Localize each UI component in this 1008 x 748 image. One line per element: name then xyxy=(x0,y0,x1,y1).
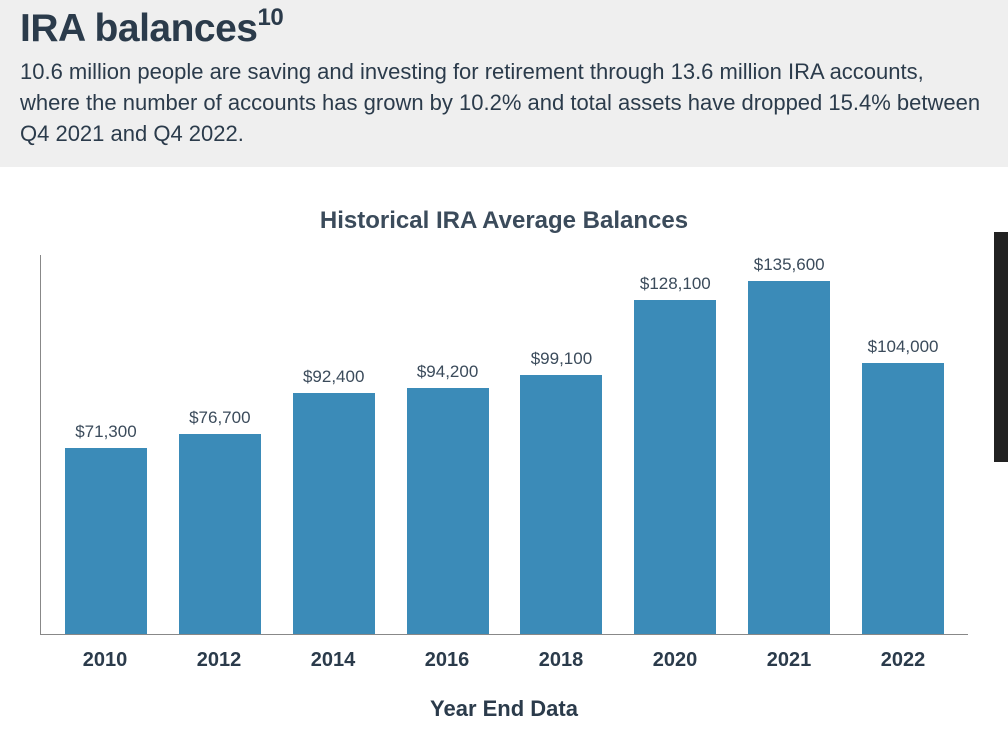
x-tick-label: 2021 xyxy=(732,649,846,672)
bar-slot: $94,200 xyxy=(391,255,505,634)
bar-value-label: $128,100 xyxy=(640,274,711,294)
bar-value-label: $76,700 xyxy=(189,408,250,428)
bar-slot: $135,600 xyxy=(732,255,846,634)
bar-slot: $92,400 xyxy=(277,255,391,634)
chart-title: Historical IRA Average Balances xyxy=(30,207,978,235)
bar-value-label: $94,200 xyxy=(417,362,478,382)
chart-region: Historical IRA Average Balances $71,300$… xyxy=(0,167,1008,722)
side-stub-decoration xyxy=(994,232,1008,462)
bar-value-label: $92,400 xyxy=(303,367,364,387)
bar xyxy=(862,363,944,635)
title-text: IRA balances xyxy=(20,7,257,50)
x-tick-label: 2010 xyxy=(48,649,162,672)
x-tick-label: 2012 xyxy=(162,649,276,672)
page-subtitle: 10.6 million people are saving and inves… xyxy=(20,57,988,149)
chart-plot-area: $71,300 $76,700 $92,400 $94,200 $99,100 $128,… xyxy=(40,255,968,635)
bar-slot: $71,300 xyxy=(49,255,163,634)
bar-value-label: $104,000 xyxy=(868,337,939,357)
bar xyxy=(520,375,602,634)
title-footnote: 10 xyxy=(257,4,283,31)
bar xyxy=(293,393,375,635)
chart-x-axis: 20102012201420162018202020212022 xyxy=(40,649,968,672)
bar xyxy=(634,300,716,635)
x-tick-label: 2020 xyxy=(618,649,732,672)
x-tick-label: 2016 xyxy=(390,649,504,672)
header-block: IRA balances10 10.6 million people are s… xyxy=(0,0,1008,167)
bar xyxy=(748,281,830,634)
bar-value-label: $99,100 xyxy=(531,349,592,369)
bar xyxy=(65,448,147,634)
bar xyxy=(179,434,261,634)
bar-slot: $99,100 xyxy=(505,255,619,634)
x-tick-label: 2014 xyxy=(276,649,390,672)
bar-slot: $128,100 xyxy=(618,255,732,634)
chart-x-axis-title: Year End Data xyxy=(30,696,978,722)
bar-slot: $76,700 xyxy=(163,255,277,634)
bar-value-label: $135,600 xyxy=(754,255,825,275)
x-tick-label: 2018 xyxy=(504,649,618,672)
bar-slot: $104,000 xyxy=(846,255,960,634)
bar xyxy=(407,388,489,634)
x-tick-label: 2022 xyxy=(846,649,960,672)
page-title: IRA balances10 xyxy=(20,6,988,51)
bar-value-label: $71,300 xyxy=(75,422,136,442)
